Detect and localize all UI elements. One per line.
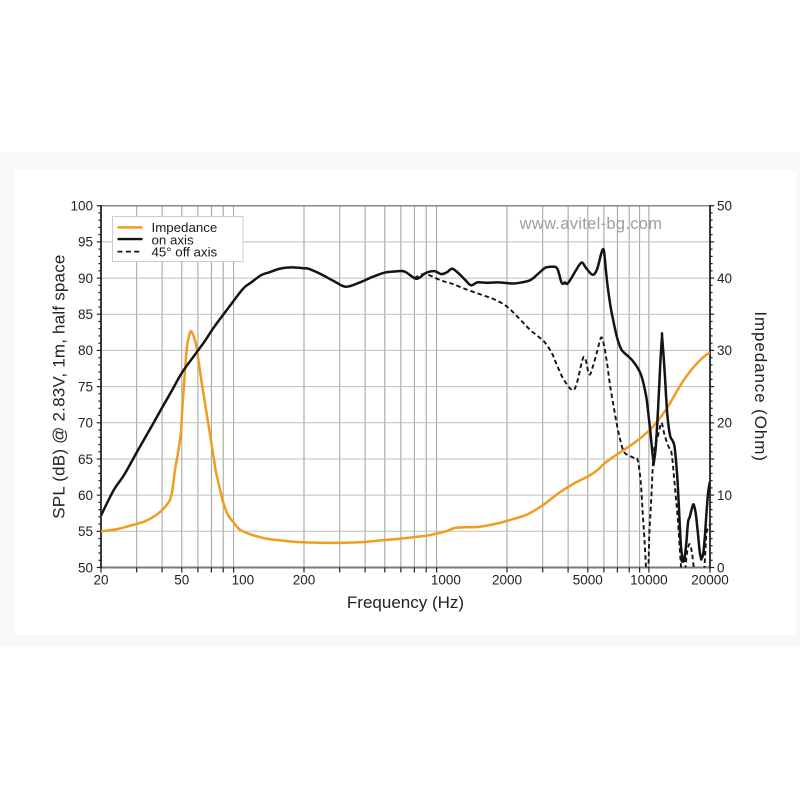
svg-text:85: 85 [78, 307, 93, 322]
svg-text:70: 70 [78, 416, 93, 431]
svg-text:20000: 20000 [691, 573, 729, 588]
svg-text:5000: 5000 [573, 573, 603, 588]
svg-text:10000: 10000 [630, 573, 668, 588]
svg-text:www.avitel-bg.com: www.avitel-bg.com [519, 215, 663, 233]
svg-text:30: 30 [717, 343, 732, 358]
svg-text:95: 95 [78, 235, 93, 250]
svg-text:40: 40 [717, 271, 732, 286]
svg-text:20: 20 [93, 573, 108, 588]
svg-text:100: 100 [232, 573, 255, 588]
svg-text:Impedance (Ohm): Impedance (Ohm) [751, 311, 770, 462]
svg-text:on axis: on axis [152, 232, 194, 247]
svg-text:10: 10 [717, 488, 732, 503]
svg-text:60: 60 [78, 488, 93, 503]
svg-text:SPL (dB) @ 2.83V, 1m, half spa: SPL (dB) @ 2.83V, 1m, half space [50, 254, 69, 518]
svg-text:100: 100 [70, 199, 93, 214]
svg-text:Frequency (Hz): Frequency (Hz) [347, 593, 464, 612]
svg-text:55: 55 [78, 524, 93, 539]
svg-text:90: 90 [78, 271, 93, 286]
svg-text:1000: 1000 [431, 573, 461, 588]
svg-text:45° off axis: 45° off axis [152, 245, 218, 260]
svg-text:80: 80 [78, 343, 93, 358]
svg-text:50: 50 [717, 199, 732, 214]
svg-text:Impedance: Impedance [152, 220, 218, 235]
svg-text:65: 65 [78, 452, 93, 467]
svg-text:50: 50 [78, 560, 93, 575]
svg-text:50: 50 [174, 573, 189, 588]
svg-text:20: 20 [717, 416, 732, 431]
svg-text:2000: 2000 [492, 573, 522, 588]
svg-text:75: 75 [78, 379, 93, 394]
svg-text:0: 0 [717, 560, 725, 575]
svg-text:200: 200 [293, 573, 316, 588]
